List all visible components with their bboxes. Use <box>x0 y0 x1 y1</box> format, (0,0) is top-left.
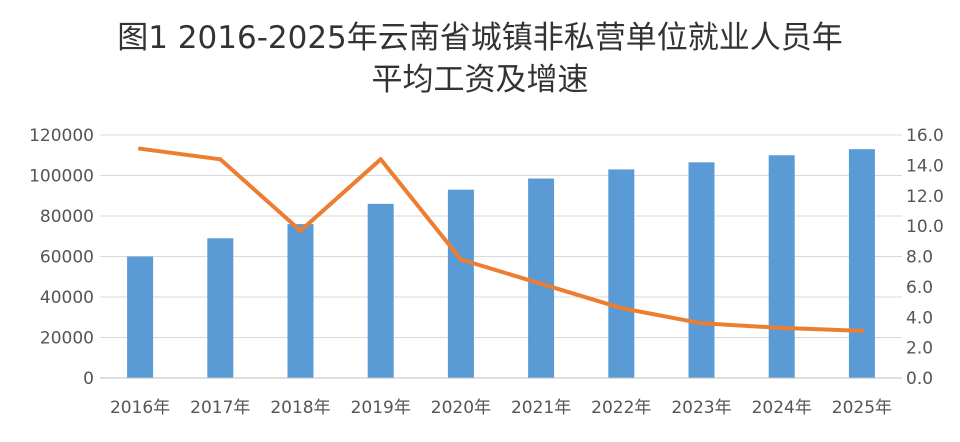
x-tick-label: 2023年 <box>671 398 731 418</box>
left-y-axis: 0 20000 40000 60000 80000 100000 120000 <box>29 126 94 389</box>
line-point <box>218 157 223 162</box>
x-tick-label: 2020年 <box>431 398 491 418</box>
chart-title-line-2: 平均工资及增速 <box>372 62 589 98</box>
line-point <box>539 281 544 286</box>
line-point <box>859 328 864 333</box>
bar <box>848 149 875 378</box>
gridlines <box>100 134 902 379</box>
x-tick-label: 2024年 <box>752 398 812 418</box>
left-y-tick-label: 80000 <box>40 207 94 227</box>
left-y-tick-label: 120000 <box>29 126 94 146</box>
right-y-tick-label: 0.0 <box>906 369 933 389</box>
line-point <box>779 325 784 330</box>
left-y-tick-label: 20000 <box>40 329 94 349</box>
x-tick-label: 2017年 <box>190 398 250 418</box>
line-point <box>138 146 143 151</box>
line-point <box>619 306 624 311</box>
growth-rate-line <box>138 146 864 333</box>
left-y-tick-label: 40000 <box>40 288 94 308</box>
x-axis: 2016年 2017年 2018年 2019年 2020年 2021年 2022年 2023年… <box>100 377 902 418</box>
left-y-tick-label: 100000 <box>29 167 94 187</box>
x-tick-label: 2025年 <box>832 398 892 418</box>
x-tick-label: 2016年 <box>110 398 170 418</box>
left-y-tick-label: 60000 <box>40 248 94 268</box>
line-point <box>699 321 704 326</box>
bar <box>447 189 474 378</box>
line-point <box>378 157 383 162</box>
bar <box>207 238 234 378</box>
x-tick-label: 2019年 <box>351 398 411 418</box>
bar <box>528 178 555 378</box>
bar <box>287 224 314 378</box>
x-tick-label: 2022年 <box>591 398 651 418</box>
chart-title: 图1 2016-2025年云南省城镇非私营单位就业人员年 平均工资及增速 <box>117 20 843 98</box>
right-y-tick-label: 2.0 <box>906 339 933 359</box>
chart-title-line-1: 图1 2016-2025年云南省城镇非私营单位就业人员年 <box>117 20 843 56</box>
right-y-tick-label: 6.0 <box>906 278 933 298</box>
line-series <box>138 146 864 333</box>
bar-series <box>127 149 875 378</box>
right-y-tick-label: 12.0 <box>906 187 944 207</box>
bar <box>608 169 635 378</box>
right-y-tick-label: 14.0 <box>906 156 944 176</box>
line-point <box>298 228 303 233</box>
bar <box>127 256 154 378</box>
line-point <box>458 257 463 262</box>
x-tick-label: 2021年 <box>511 398 571 418</box>
bar <box>688 162 715 378</box>
x-tick-label: 2018年 <box>270 398 330 418</box>
bar <box>768 155 795 378</box>
right-y-tick-label: 8.0 <box>906 248 933 268</box>
right-y-tick-label: 10.0 <box>906 217 944 237</box>
right-y-tick-label: 16.0 <box>906 126 944 146</box>
left-y-tick-label: 0 <box>83 369 94 389</box>
bar <box>367 203 394 378</box>
right-y-axis: 0.0 2.0 4.0 6.0 8.0 10.0 12.0 14.0 16.0 <box>906 126 944 389</box>
right-y-tick-label: 4.0 <box>906 308 933 328</box>
